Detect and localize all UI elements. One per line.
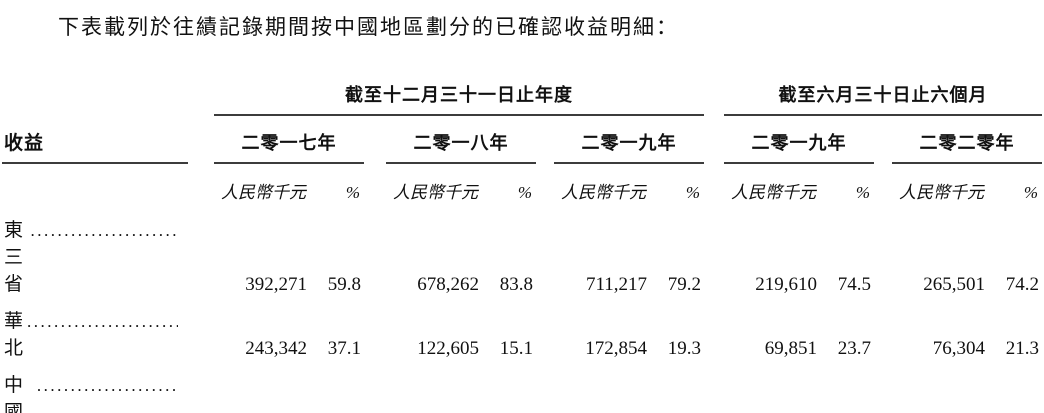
column-spacer	[704, 81, 724, 115]
row-label-cell: 東三省.....................................…	[2, 205, 188, 296]
document-page: 下表載列於往績記錄期間按中國地區劃分的已確認收益明細： 截至十二月三十一日止年度…	[0, 11, 1044, 413]
column-spacer	[188, 163, 214, 205]
percent-cell: 0.1	[482, 360, 536, 413]
column-spacer	[364, 163, 386, 205]
column-spacer	[704, 360, 724, 413]
percent-cell: 74.2	[1005, 274, 1040, 295]
percent-header: %	[1023, 183, 1039, 202]
period-group-header-row: 截至十二月三十一日止年度 截至六月三十日止六個月	[2, 81, 1043, 116]
col-group-annual: 截至十二月三十一日止年度	[214, 81, 704, 116]
value-cell: 17	[892, 360, 988, 413]
dot-leader: ........................................…	[30, 221, 178, 240]
value-cell: 678,262	[417, 274, 479, 295]
value-cell: 265,501	[923, 274, 985, 295]
column-spacer	[536, 163, 554, 205]
column-spacer	[874, 163, 892, 205]
empty-cell	[2, 163, 188, 205]
column-spacer	[188, 360, 214, 413]
year-header-2017: 二零一七年	[214, 115, 364, 164]
value-cell: 392,271	[245, 274, 307, 295]
row-label: 中國西南	[4, 375, 25, 413]
percent-cell: 79.2	[667, 274, 701, 295]
unit-header: 人民幣千元	[393, 183, 478, 202]
column-spacer	[536, 360, 554, 413]
year-header-2019-interim: 二零一九年	[724, 115, 874, 164]
percent-cell: 0.0	[820, 360, 874, 413]
percent-header: %	[855, 183, 870, 202]
column-spacer	[188, 115, 214, 163]
column-spacer	[536, 205, 554, 296]
table-row: 中國西南 ...................................…	[2, 360, 1042, 413]
column-spacer	[874, 115, 892, 163]
row-label-cell: 華北......................................…	[2, 296, 188, 360]
unit-header-row: 人民幣千元 % 人民幣千元 % 人民幣千元 % 人民幣千元 % 人民幣千元 %	[2, 163, 1042, 205]
percent-header: %	[685, 183, 700, 202]
column-spacer	[874, 296, 892, 360]
value-cell: 122,605	[417, 338, 479, 359]
value-cell: 76,304	[932, 338, 985, 359]
col-group-interim: 截至六月三十日止六個月	[724, 81, 1043, 116]
value-cell: —	[724, 360, 820, 413]
percent-cell: 0.0	[988, 360, 1042, 413]
column-spacer	[704, 115, 724, 163]
value-cell: 172,854	[585, 338, 647, 359]
value-cell: 132	[554, 360, 650, 413]
column-spacer	[536, 115, 554, 163]
value-cell: 219,610	[755, 274, 817, 295]
unit-header: 人民幣千元	[561, 183, 646, 202]
percent-cell: 15.1	[499, 338, 533, 359]
column-spacer	[536, 296, 554, 360]
row-group-header: 收益	[2, 115, 188, 164]
row-label: 東三省	[4, 220, 25, 295]
row-label-cell: 中國西南 ...................................…	[2, 360, 188, 413]
percent-cell: 21.3	[1005, 338, 1040, 359]
percent-cell: 23.7	[837, 338, 871, 359]
unit-header: 人民幣千元	[731, 183, 816, 202]
dot-leader: ........................................…	[27, 312, 178, 331]
column-spacer	[364, 296, 386, 360]
column-spacer	[874, 360, 892, 413]
percent-cell: 74.5	[837, 274, 871, 295]
percent-header: %	[517, 183, 532, 202]
page-title: 下表載列於往績記錄期間按中國地區劃分的已確認收益明細：	[58, 15, 679, 39]
column-spacer	[188, 205, 214, 296]
value-cell: 874	[386, 360, 482, 413]
column-spacer	[364, 360, 386, 413]
percent-cell: 0.0	[650, 360, 704, 413]
column-spacer	[874, 205, 892, 296]
percent-cell: 59.8	[327, 274, 361, 295]
column-spacer	[364, 205, 386, 296]
year-header-2018: 二零一八年	[386, 115, 536, 164]
empty-cell	[2, 81, 188, 115]
value-cell: 69,851	[764, 338, 817, 359]
column-spacer	[364, 115, 386, 163]
year-header-2020-interim: 二零二零年	[892, 115, 1043, 164]
percent-cell: 19.3	[667, 338, 701, 359]
percent-cell: 0.1	[310, 360, 364, 413]
percent-cell: 37.1	[327, 338, 361, 359]
row-label: 華北	[4, 311, 25, 359]
column-spacer	[188, 81, 214, 115]
year-header-2019: 二零一九年	[554, 115, 704, 164]
table-row: 華北......................................…	[2, 296, 1042, 360]
percent-cell: 83.8	[499, 274, 533, 295]
column-spacer	[704, 205, 724, 296]
table-row: 東三省.....................................…	[2, 205, 1042, 296]
revenue-by-region-table: 截至十二月三十一日止年度 截至六月三十日止六個月 收益 二零一七年 二零一八年 …	[2, 81, 1043, 413]
column-spacer	[704, 296, 724, 360]
column-spacer	[188, 296, 214, 360]
unit-header: 人民幣千元	[221, 183, 306, 202]
dot-leader: ........................................…	[36, 376, 178, 395]
percent-header: %	[345, 183, 360, 202]
value-cell: 243,342	[245, 338, 307, 359]
year-header-row: 收益 二零一七年 二零一八年 二零一九年 二零一九年 二零二零年	[2, 115, 1043, 164]
value-cell: 551	[214, 360, 310, 413]
unit-header: 人民幣千元	[899, 183, 984, 202]
column-spacer	[704, 163, 724, 205]
value-cell: 711,217	[585, 274, 647, 295]
